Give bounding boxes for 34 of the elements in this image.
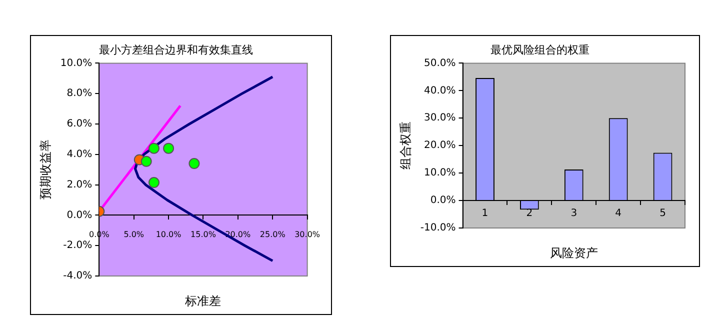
point [148, 177, 160, 188]
y-tick-label: 4.0% [66, 148, 92, 160]
x-tick-label: 5 [660, 208, 666, 220]
y-tick-label: 50.0% [424, 58, 456, 69]
x-tick-label: 10.0% [156, 230, 182, 240]
point [188, 158, 200, 170]
point [163, 142, 174, 154]
chart-title: 最小方差组合边界和有效集直线 [99, 43, 253, 56]
x-tick-label: 5.0% [124, 230, 144, 240]
y-tick-label: 0.0% [430, 195, 456, 206]
y-tick-label: -10.0% [420, 222, 456, 234]
x-axis-title: 风险资产 [550, 246, 598, 260]
y-axis-title: 组合权重 [398, 122, 412, 170]
x-tick-label: 1 [482, 208, 488, 220]
x-tick-label: 30.0% [294, 230, 320, 240]
x-tick-label: 3 [570, 208, 578, 220]
y-tick-label: 10.0% [424, 168, 456, 179]
y-tick-label: 40.0% [424, 85, 456, 96]
x-tick-label: 25.0% [260, 230, 286, 240]
y-tick-label: 20.0% [424, 140, 456, 152]
chart-title: 最优风险组合的权重 [490, 43, 590, 56]
point [140, 156, 152, 167]
y-tick-label: 8.0% [66, 88, 92, 100]
y-tick-label: -2.0% [63, 240, 92, 252]
x-axis-title: 标准差 [184, 294, 222, 308]
point [148, 142, 160, 154]
y-axis-title: 预期收益率 [38, 140, 52, 200]
y-tick-label: 2.0% [66, 179, 92, 190]
x-tick-label: 4 [615, 208, 622, 220]
y-tick-label: 6.0% [66, 118, 92, 130]
x-tick-label: 15.0% [190, 230, 216, 240]
y-tick-label: 10.0% [60, 58, 92, 69]
y-tick-label: -4.0% [63, 270, 92, 282]
y-tick-label: 30.0% [424, 112, 456, 124]
